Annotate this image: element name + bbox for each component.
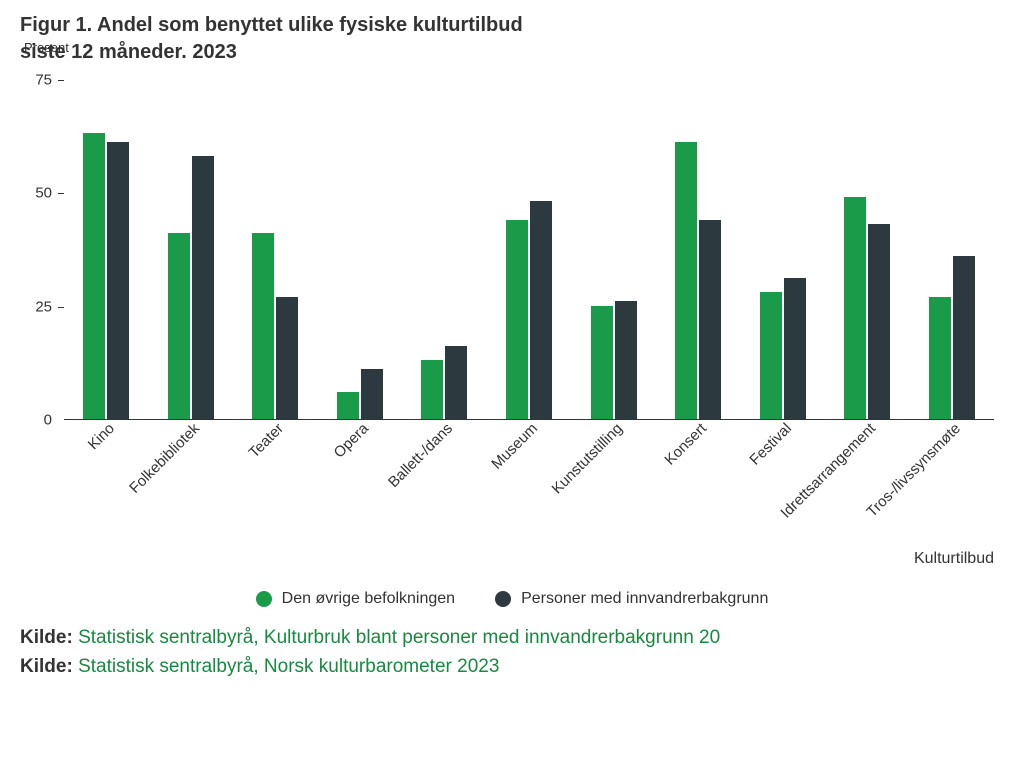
- bar: [361, 369, 383, 419]
- bar: [530, 201, 552, 419]
- legend-label: Personer med innvandrerbakgrunn: [521, 590, 768, 608]
- bar: [421, 360, 443, 419]
- source-line: Kilde: Statistisk sentralbyrå, Kulturbru…: [20, 624, 1004, 653]
- xaxis-title: Kulturtilbud: [914, 550, 994, 568]
- xtick-label: Teater: [246, 420, 288, 462]
- source-line: Kilde: Statistisk sentralbyrå, Norsk kul…: [20, 653, 1004, 682]
- plot-area: 0255075: [64, 80, 994, 420]
- bar: [675, 142, 697, 419]
- legend-swatch-icon: [495, 591, 511, 607]
- xtick-label: Museum: [488, 420, 541, 473]
- bar: [276, 297, 298, 419]
- ytick-label: 50: [35, 185, 52, 202]
- chart-title: Figur 1. Andel som benyttet ulike fysisk…: [20, 12, 1004, 66]
- legend: Den øvrige befolkningen Personer med inn…: [20, 590, 1004, 608]
- bar: [615, 301, 637, 419]
- bar: [953, 256, 975, 419]
- bar: [192, 156, 214, 419]
- title-line-1: Figur 1. Andel som benyttet ulike fysisk…: [20, 12, 1004, 39]
- bar: [107, 142, 129, 419]
- bar: [760, 292, 782, 419]
- source-label: Kilde:: [20, 656, 73, 677]
- bars-container: [64, 80, 994, 419]
- source-lines: Kilde: Statistisk sentralbyrå, Kulturbru…: [20, 624, 1004, 681]
- xtick-label: Ballett-/dans: [385, 420, 456, 491]
- bar: [699, 220, 721, 419]
- source-text: Statistisk sentralbyrå, Norsk kulturbaro…: [78, 656, 499, 677]
- legend-label: Den øvrige befolkningen: [282, 590, 455, 608]
- bar: [252, 233, 274, 419]
- source-text: Statistisk sentralbyrå, Kulturbruk blant…: [78, 627, 720, 648]
- bar: [844, 197, 866, 419]
- bar: [591, 306, 613, 419]
- bar: [868, 224, 890, 419]
- legend-item-series2: Personer med innvandrerbakgrunn: [495, 590, 768, 608]
- bar: [784, 278, 806, 419]
- source-label: Kilde:: [20, 627, 73, 648]
- bar: [929, 297, 951, 419]
- xtick-label: Opera: [330, 420, 372, 462]
- ytick-label: 0: [44, 412, 52, 429]
- xtick-label: Tros-/livssynsmøte: [863, 420, 964, 521]
- ytick-label: 25: [35, 298, 52, 315]
- xtick-label: Folkebibliotek: [126, 420, 203, 497]
- bar: [337, 392, 359, 419]
- legend-swatch-icon: [256, 591, 272, 607]
- xtick-label: Festival: [746, 420, 795, 469]
- bar: [168, 233, 190, 419]
- xtick-label: Kunstutstilling: [548, 420, 625, 497]
- xtick-label: Kino: [85, 420, 118, 453]
- chart: 0255075 Kulturtilbud KinoFolkebibliotekT…: [20, 70, 1004, 580]
- xtick-label: Konsert: [662, 420, 711, 469]
- ytick-label: 75: [35, 72, 52, 89]
- bar: [506, 220, 528, 419]
- legend-item-series1: Den øvrige befolkningen: [256, 590, 455, 608]
- title-line-2: siste 12 måneder. 2023: [20, 39, 1004, 66]
- bar: [445, 346, 467, 419]
- bar: [83, 133, 105, 419]
